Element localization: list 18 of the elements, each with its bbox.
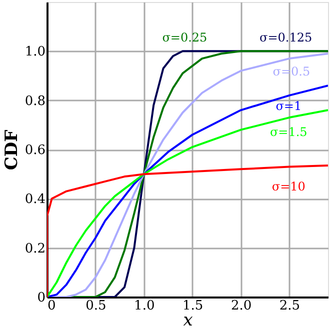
y-tick-label: 0.6 bbox=[24, 143, 46, 158]
x-tick-label: 1.5 bbox=[182, 298, 204, 314]
y-tick-label: 0.4 bbox=[24, 192, 46, 208]
x-tick-label: 1.0 bbox=[134, 298, 155, 314]
x-tick-label: 0 bbox=[48, 298, 56, 314]
y-axis-title: CDF bbox=[2, 130, 22, 170]
series-label: σ=1.5 bbox=[270, 124, 308, 139]
x-tick-label: 0.5 bbox=[86, 298, 106, 314]
y-tick-label: 0.8 bbox=[24, 94, 46, 109]
y-tick-label: 1.0 bbox=[24, 44, 46, 60]
series-label: σ=10 bbox=[272, 179, 306, 194]
series-label: σ=0.25 bbox=[162, 30, 208, 44]
series-label: σ=0.125 bbox=[260, 30, 312, 44]
x-axis-title: x bbox=[183, 310, 194, 330]
series-label: σ=1 bbox=[276, 98, 302, 113]
x-tick-label: 2.5 bbox=[279, 298, 300, 314]
x-tick-label: 2.0 bbox=[230, 298, 252, 314]
y-tick-label: 0.2 bbox=[24, 241, 46, 256]
